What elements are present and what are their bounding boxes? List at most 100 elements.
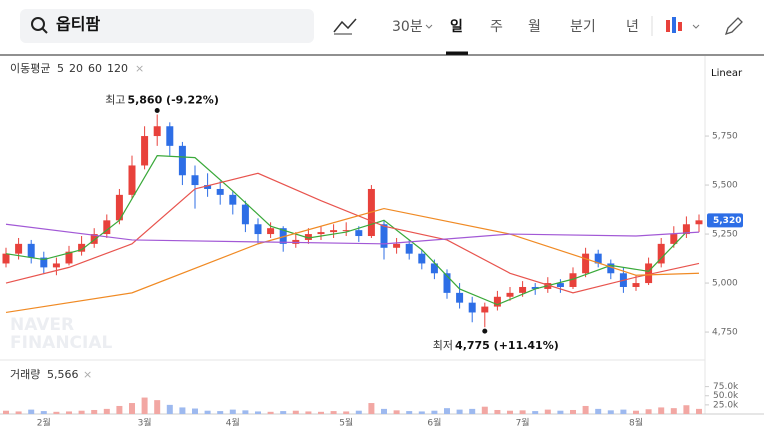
candle-body (2, 253, 10, 264)
volume-bar (519, 410, 526, 414)
watermark: FINANCIAL (10, 333, 113, 353)
volume-bar (481, 406, 488, 414)
volume-bar (343, 411, 350, 414)
candle-body (128, 165, 136, 195)
extreme-value: 4,775 (+11.41%) (455, 339, 559, 352)
close-icon[interactable]: × (83, 368, 92, 381)
edit-icon[interactable] (724, 17, 743, 36)
candle-body (506, 292, 514, 297)
period-tabs: 일 주 월 분기 년 (450, 19, 639, 35)
candle-icon (672, 17, 676, 33)
candle-body (90, 234, 98, 244)
volume-bar (532, 411, 539, 414)
legend: 5 20 60 120 × (57, 62, 144, 75)
volume-bar (179, 407, 186, 414)
volume-bar (255, 411, 261, 414)
candle-body (645, 263, 653, 284)
legend-entry: 5 (57, 62, 64, 75)
candle-body (418, 253, 426, 264)
volume-bar (129, 403, 135, 414)
ma-line (5, 155, 687, 306)
candle-body (304, 234, 312, 240)
candle-body (405, 243, 413, 254)
period-tab[interactable]: 분기 (570, 19, 596, 35)
candle-body (15, 243, 23, 254)
candle-body (582, 253, 590, 274)
search-icon (31, 17, 45, 31)
period-tab[interactable]: 일 (450, 19, 463, 35)
candle-body (166, 126, 174, 146)
volume-bar (192, 408, 198, 414)
extreme-label: 최저 (433, 339, 453, 352)
candle-body (393, 243, 401, 248)
candle-body (103, 220, 111, 235)
candle-body (191, 175, 199, 186)
candle-body (52, 263, 60, 268)
x-tick-label: 3월 (138, 417, 152, 429)
candle-body (682, 224, 690, 235)
search-box[interactable] (20, 9, 314, 43)
volume-bar (381, 408, 387, 414)
legend-entry: 20 (69, 62, 83, 75)
search-text[interactable]: 옵티팜 (56, 15, 100, 34)
last-price-tag (707, 213, 743, 228)
candle-body (229, 194, 237, 205)
volume-bar (557, 410, 564, 414)
volume-bar (3, 410, 9, 414)
candle-body (204, 185, 212, 189)
volume-bar (444, 408, 450, 414)
x-tick-label: 5월 (339, 417, 353, 429)
period-tab[interactable]: 월 (528, 19, 541, 35)
candle-body (481, 306, 489, 313)
scale-mode[interactable]: Linear (711, 68, 743, 79)
candle-body (607, 263, 615, 274)
candle-body (430, 263, 438, 274)
candle-body (657, 243, 665, 264)
volume-bar (418, 411, 425, 414)
volume-value: 5,566 (47, 368, 79, 381)
extreme-value: 5,860 (-9.22%) (127, 93, 218, 106)
y-tick-label: 5,750 (712, 132, 738, 142)
volume-bar (78, 410, 85, 414)
volume-bar (53, 411, 60, 414)
interval-select[interactable]: 30분 (392, 19, 423, 35)
candle-body (519, 286, 527, 293)
watermark: NAVER (10, 315, 74, 335)
volume-bar (544, 409, 551, 414)
volume-bar (330, 411, 337, 414)
volume-bar (242, 410, 249, 414)
volume-bar (305, 411, 312, 414)
candle-body (241, 204, 249, 225)
volume-bar (582, 405, 589, 414)
candle-body (632, 283, 640, 287)
volume-bar (595, 408, 602, 414)
candle-body (178, 145, 186, 176)
volume-bar (355, 410, 362, 414)
extreme-label: 최고 (105, 93, 125, 106)
volume-bar (15, 411, 22, 414)
x-tick-label: 6월 (427, 417, 441, 429)
candle-body (380, 224, 388, 248)
volume-bar (633, 410, 639, 414)
candle-body (468, 302, 476, 313)
volume-bar (28, 409, 35, 414)
y-tick-label: 4,750 (712, 328, 738, 338)
legend-close: × (135, 62, 144, 75)
last-price-label: 5,320 (713, 216, 741, 226)
candle-icon[interactable] (666, 20, 670, 32)
y-tick-label: 5,500 (712, 181, 738, 191)
extreme-dot (482, 328, 488, 334)
draw-tool-icon[interactable] (333, 18, 357, 33)
period-tab[interactable]: 주 (490, 19, 503, 35)
volume-bar (66, 411, 72, 414)
candle-body (456, 292, 464, 303)
volume-bar (280, 411, 287, 414)
period-tab[interactable]: 년 (626, 19, 639, 35)
indicator-label: 이동평균 (10, 62, 50, 75)
candle-body (531, 286, 539, 289)
volume-bar (507, 410, 513, 414)
candle-body (141, 136, 149, 166)
candle-body (115, 194, 123, 221)
volume-bar (570, 409, 576, 414)
